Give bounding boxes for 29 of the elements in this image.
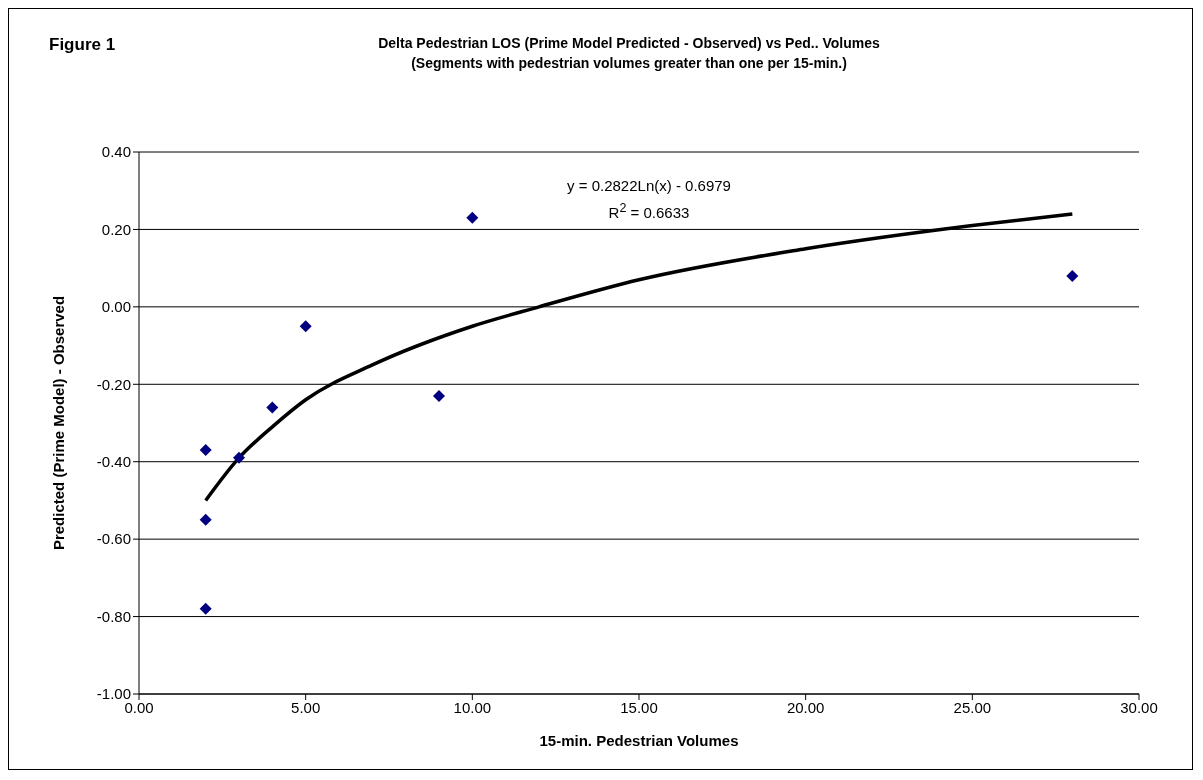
annotation: R$^{2}$ = 0.6633 <box>607 200 691 223</box>
x-tick-label: 5.00 <box>291 698 321 716</box>
annotation: y = 0.2822Ln(x) - 0.6979 <box>566 176 732 196</box>
point <box>433 389 445 402</box>
caption: Figure 1 <box>49 35 116 55</box>
point <box>266 401 279 414</box>
chart-subtitle: (Segments with pedestrian volumes greater than one per 15-min.) <box>410 54 848 73</box>
chart-title: Delta Pedestrian LOS (Prime Model Predicted - Observed) vs Ped.. Volumes <box>377 34 881 53</box>
x-axis-title: 15-min. Pedestrian Volumes <box>539 732 739 749</box>
y-tick-label: -0.60 <box>96 530 131 548</box>
point <box>1066 269 1079 282</box>
x-tick-label: 10.00 <box>453 698 492 716</box>
point <box>233 451 245 464</box>
point <box>199 602 212 615</box>
x-tick-label: 15.00 <box>620 698 658 716</box>
y-tick-label: -0.20 <box>96 375 131 393</box>
point <box>199 444 212 457</box>
y-tick-label: -0.40 <box>96 453 131 471</box>
point <box>466 211 479 224</box>
x-tick-label: 25.00 <box>953 698 992 716</box>
y-tick-label: 0.00 <box>101 298 131 316</box>
x-tick-label: 30.00 <box>1120 698 1158 716</box>
y-tick-label: -0.80 <box>96 607 131 625</box>
point <box>199 513 212 526</box>
x-tick-label: 20.00 <box>786 698 825 716</box>
y-tick-label: 0.40 <box>101 143 131 161</box>
y-tick-label: 0.20 <box>101 220 131 238</box>
y-axis-title: Predicted (Prime Model) - Observed <box>50 295 68 551</box>
point <box>299 320 312 333</box>
